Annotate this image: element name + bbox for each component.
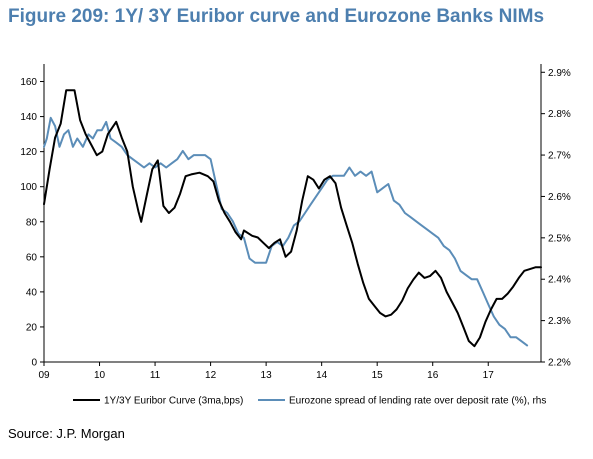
- chart-lines: [43, 89, 542, 348]
- source-note: Source: J.P. Morgan: [8, 426, 125, 441]
- lending-spread-line: [43, 116, 529, 347]
- left-tick-label: 60: [26, 252, 38, 263]
- right-tick-label: 2.5%: [548, 233, 571, 244]
- x-tick-label: 11: [150, 370, 161, 381]
- euribor-curve-line: [43, 89, 542, 348]
- x-tick-label: 09: [38, 370, 50, 381]
- left-tick-label: 40: [26, 287, 38, 298]
- x-tick-label: 12: [205, 370, 217, 381]
- x-tick-label: 15: [372, 370, 384, 381]
- left-tick-label: 140: [20, 112, 37, 123]
- left-tick-label: 160: [20, 77, 37, 88]
- left-tick-label: 100: [20, 182, 37, 193]
- right-tick-label: 2.3%: [548, 316, 571, 327]
- x-tick-label: 14: [316, 370, 328, 381]
- chart-canvas: 0 20 40 60 80 100 120 140 160 2.2% 2.3% 2.4% 2.5% 2.6…: [20, 64, 571, 407]
- x-tick-label: 17: [483, 370, 495, 381]
- legend-label-euribor: 1Y/3Y Euribor Curve (3ma,bps): [104, 396, 243, 407]
- right-tick-label: 2.6%: [548, 192, 571, 203]
- chart-axes: 0 20 40 60 80 100 120 140 160 2.2% 2.3% 2.4% 2.5% 2.6…: [20, 64, 571, 381]
- right-tick-label: 2.8%: [548, 109, 571, 120]
- left-tick-label: 80: [26, 217, 38, 228]
- chart-legend: 1Y/3Y Euribor Curve (3ma,bps) Eurozone sp…: [73, 396, 546, 407]
- left-tick-label: 0: [31, 358, 37, 369]
- x-tick-label: 13: [261, 370, 273, 381]
- left-tick-label: 20: [26, 322, 38, 333]
- figure-title: Figure 209: 1Y/ 3Y Euribor curve and Eur…: [8, 6, 545, 27]
- right-tick-label: 2.4%: [548, 275, 571, 286]
- right-tick-label: 2.9%: [548, 68, 571, 79]
- left-tick-label: 120: [20, 147, 37, 158]
- x-tick-label: 10: [94, 370, 106, 381]
- x-tick-label: 16: [427, 370, 439, 381]
- right-tick-label: 2.7%: [548, 151, 571, 162]
- legend-label-spread: Eurozone spread of lending rate over dep…: [289, 396, 546, 407]
- right-tick-label: 2.2%: [548, 358, 571, 369]
